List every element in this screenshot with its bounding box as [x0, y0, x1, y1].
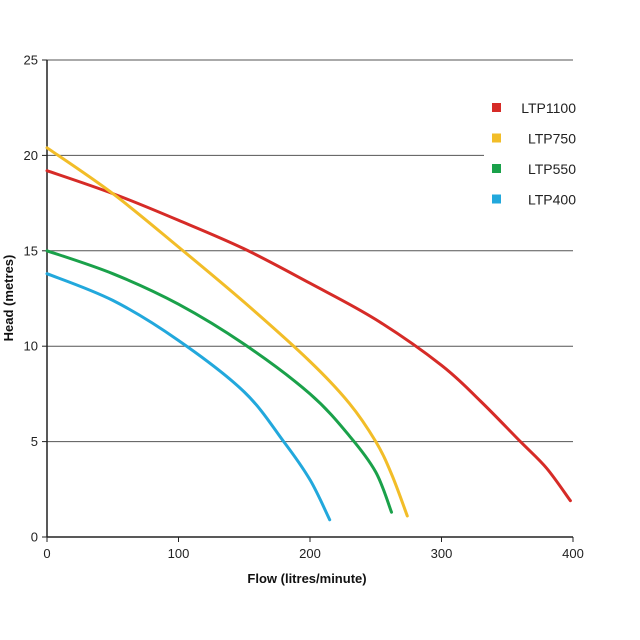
axes: [42, 59, 574, 542]
y-tick-label: 25: [24, 53, 38, 68]
x-tick-label: 0: [43, 546, 50, 561]
gridlines: [47, 59, 573, 443]
y-tick-label: 20: [24, 148, 38, 163]
series-line-ltp550: [45, 249, 393, 514]
legend-swatch-ltp1100: [492, 103, 501, 112]
legend: LTP1100 LTP750 LTP550 LTP400: [492, 100, 576, 208]
x-tick-label: 300: [431, 546, 453, 561]
y-axis-title: Head (metres): [1, 255, 16, 342]
legend-swatch-ltp400: [492, 194, 501, 204]
tick-labels: 0 5 10 15 20 25 0 100 200 300 400: [24, 53, 584, 562]
y-tick-label: 0: [31, 530, 38, 545]
series-line-ltp1100: [45, 169, 572, 503]
x-tick-label: 100: [168, 546, 190, 561]
legend-label-ltp400: LTP400: [528, 192, 576, 208]
x-axis-title: Flow (litres/minute): [247, 571, 366, 586]
legend-swatch-ltp750: [492, 133, 501, 143]
series-line-ltp750: [45, 146, 409, 518]
legend-label-ltp550: LTP550: [528, 161, 576, 177]
x-tick-label: 200: [299, 546, 321, 561]
legend-swatch-ltp550: [492, 164, 501, 173]
y-tick-label: 10: [24, 339, 38, 354]
y-tick-label: 15: [24, 243, 38, 258]
legend-label-ltp1100: LTP1100: [521, 100, 576, 116]
y-tick-label: 5: [31, 434, 38, 449]
series-line-ltp400: [45, 272, 332, 522]
series-lines: [45, 146, 572, 522]
legend-label-ltp750: LTP750: [528, 131, 576, 147]
x-tick-label: 400: [562, 546, 584, 561]
